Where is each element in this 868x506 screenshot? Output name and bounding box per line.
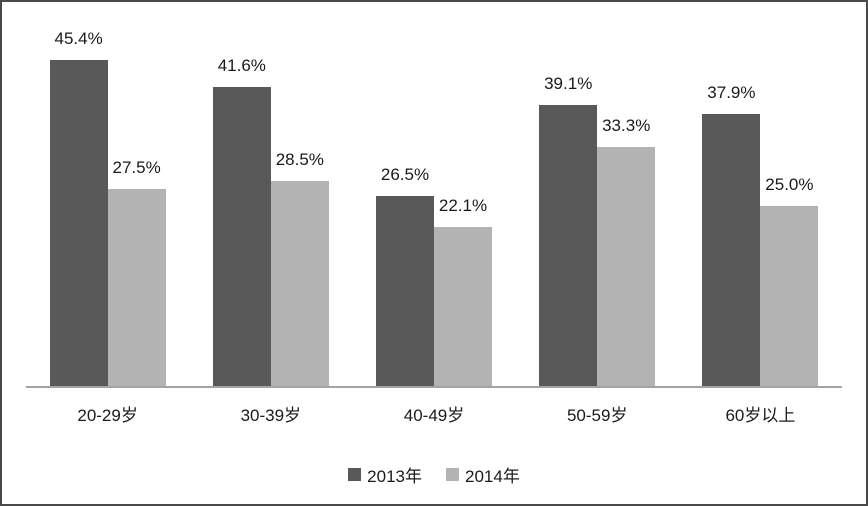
- value-label: 22.1%: [438, 196, 488, 215]
- value-label: 27.5%: [112, 158, 161, 177]
- legend-label: 2014年: [465, 467, 520, 486]
- value-label: 28.5%: [275, 150, 324, 169]
- value-label: 41.6%: [217, 56, 266, 75]
- x-axis-label-4: 50-59岁: [566, 406, 628, 425]
- x-axis-label-2: 30-39岁: [240, 406, 302, 425]
- bar-2013年-20-29岁: 45.4%: [49, 29, 108, 386]
- bar-group-4: 39.1% 33.3%: [516, 27, 679, 386]
- legend-swatch-icon: [446, 468, 459, 481]
- bar-2013年-60岁以上: 37.9%: [702, 83, 761, 386]
- x-axis-label-3: 40-49岁: [403, 406, 465, 425]
- legend-item-2013年: 2013年: [348, 462, 422, 487]
- bar-2014年-20-29岁: 27.5%: [107, 158, 166, 386]
- bar-2014年-60岁以上: 25.0%: [760, 175, 819, 386]
- x-axis-label-5: 60岁以上: [725, 406, 796, 425]
- legend-label: 2013年: [367, 467, 422, 486]
- chart-legend: 2013年 2014年: [2, 462, 866, 487]
- value-label: 39.1%: [544, 74, 593, 93]
- bar-2013年-30-39岁: 41.6%: [212, 56, 271, 386]
- legend-swatch-icon: [348, 468, 362, 481]
- bar-group-3: 26.5% 22.1%: [352, 27, 515, 386]
- legend-item-2014年: 2014年: [446, 462, 520, 487]
- bar-2013年-40-49岁: 26.5%: [376, 165, 434, 386]
- bar-2013年-50-59岁: 39.1%: [539, 74, 598, 386]
- x-axis-line: [26, 386, 842, 388]
- bar-group-5: 37.9% 25.0%: [679, 27, 842, 386]
- bar-group-2: 41.6% 28.5%: [189, 27, 352, 386]
- value-label: 33.3%: [602, 116, 651, 135]
- bar-2014年-40-49岁: 22.1%: [434, 196, 492, 386]
- bar-2014年-30-39岁: 28.5%: [270, 150, 329, 386]
- x-axis-label-1: 20-29岁: [77, 406, 138, 425]
- bar-2014年-50-59岁: 33.3%: [597, 116, 656, 386]
- value-label: 45.4%: [54, 29, 103, 48]
- bar-group-1: 45.4% 27.5%: [26, 27, 189, 386]
- value-label: 37.9%: [707, 83, 756, 102]
- value-label: 26.5%: [380, 165, 430, 184]
- x-axis-labels: 20-29岁 30-39岁 40-49岁 50-59岁 60岁以上: [26, 404, 842, 428]
- value-label: 25.0%: [765, 175, 814, 194]
- bar-chart-plot-area: 45.4% 27.5% 41.6% 28.5% 26.5% 22.1% 39.1% 33.3%…: [26, 27, 842, 386]
